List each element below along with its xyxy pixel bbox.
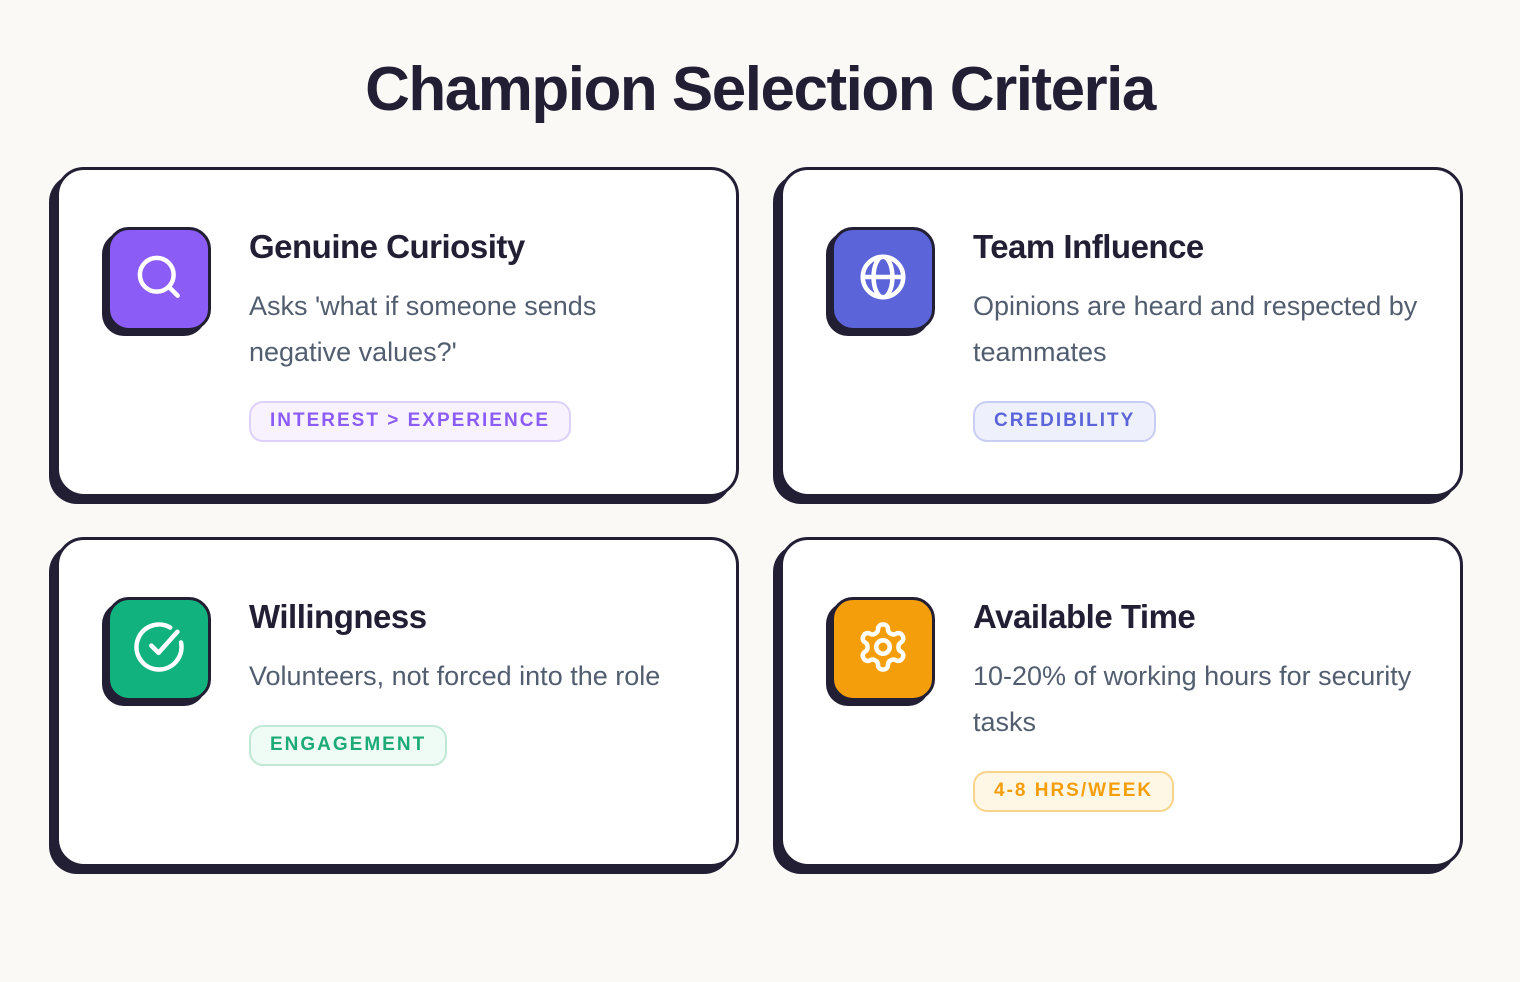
card-genuine-curiosity: Genuine Curiosity Asks 'what if someone … xyxy=(56,167,739,497)
card-willingness: Willingness Volunteers, not forced into … xyxy=(56,537,739,867)
icon-tile xyxy=(107,597,211,701)
card-description: 10-20% of working hours for security tas… xyxy=(973,661,1412,737)
icon-tile xyxy=(831,227,935,331)
criteria-grid: Genuine Curiosity Asks 'what if someone … xyxy=(56,167,1463,867)
icon-tile xyxy=(107,227,211,331)
card-description: Volunteers, not forced into the role xyxy=(249,661,661,691)
card-description: Opinions are heard and respected by team… xyxy=(973,291,1418,367)
card-content: Genuine Curiosity Asks 'what if someone … xyxy=(249,227,698,442)
card-team-influence: Team Influence Opinions are heard and re… xyxy=(780,167,1463,497)
card-badge: ENGAGEMENT xyxy=(249,725,448,766)
search-icon xyxy=(132,250,186,309)
card-title: Genuine Curiosity xyxy=(249,228,525,265)
card-description: Asks 'what if someone sends negative val… xyxy=(249,291,597,367)
card-badge: CREDIBILITY xyxy=(973,401,1157,442)
card-content: Available Time 10-20% of working hours f… xyxy=(973,597,1422,812)
card-available-time: Available Time 10-20% of working hours f… xyxy=(780,537,1463,867)
globe-icon xyxy=(856,250,910,309)
page-title: Champion Selection Criteria xyxy=(365,55,1156,124)
card-title: Team Influence xyxy=(973,228,1204,265)
card-content: Team Influence Opinions are heard and re… xyxy=(973,227,1422,442)
card-title: Available Time xyxy=(973,598,1196,635)
card-content: Willingness Volunteers, not forced into … xyxy=(249,597,698,766)
card-title: Willingness xyxy=(249,598,427,635)
check-circle-icon xyxy=(132,620,186,679)
icon-tile xyxy=(831,597,935,701)
card-badge: 4-8 HRS/WEEK xyxy=(973,771,1175,812)
gear-icon xyxy=(856,620,910,679)
card-badge: INTEREST > EXPERIENCE xyxy=(249,401,572,442)
